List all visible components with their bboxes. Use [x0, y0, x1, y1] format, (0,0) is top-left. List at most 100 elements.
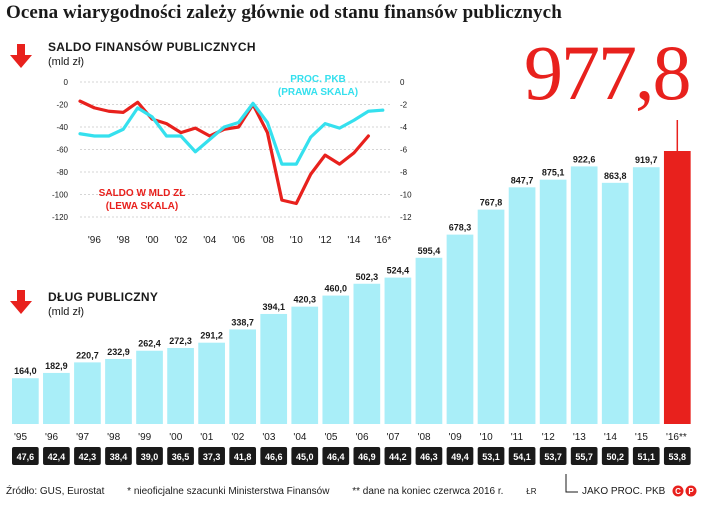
category-label: '97	[76, 432, 89, 443]
saldo-series-line	[78, 99, 370, 206]
pct-gdp-box	[570, 447, 598, 465]
bar	[74, 362, 101, 424]
pct-gdp-label: 42,4	[48, 452, 66, 462]
category-label: '96	[45, 432, 58, 443]
category-label: '09	[449, 432, 462, 443]
x-axis-tick: '10	[290, 235, 303, 246]
pct-line-label-sub: (PRAWA SKALA)	[278, 87, 358, 98]
x-axis-tick: '00	[146, 235, 159, 246]
bar	[353, 283, 381, 424]
pct-gdp-label: 51,1	[637, 452, 655, 462]
category-label: '95	[14, 432, 27, 443]
saldo-unit: (mld zł)	[48, 56, 85, 68]
pct-gdp-box	[353, 447, 381, 465]
pct-gdp-label: 39,0	[141, 452, 159, 462]
category-label: '05	[324, 432, 337, 443]
bar	[632, 167, 660, 424]
category-label: '02	[231, 432, 244, 443]
right-axis-tick: -10	[400, 191, 412, 200]
bar-value-label: 394,1	[262, 302, 285, 312]
svg-text:C: C	[675, 487, 681, 496]
pct-gdp-label: 55,7	[575, 452, 593, 462]
pct-gdp-box	[229, 447, 257, 465]
bar-value-label: 291,2	[200, 331, 223, 341]
down-arrow-icon	[10, 290, 32, 314]
pct-gdp-label: 37,3	[203, 452, 221, 462]
pct-gdp-box	[632, 447, 660, 465]
pct-gdp-label: 45,0	[296, 452, 314, 462]
category-label: '15	[635, 432, 648, 443]
x-axis-tick: '12	[319, 235, 332, 246]
pct-gdp-label: 38,4	[110, 452, 128, 462]
bar	[136, 350, 163, 424]
pct-gdp-label: 46,6	[265, 452, 283, 462]
category-label: '07	[387, 432, 400, 443]
left-axis-tick: -100	[52, 191, 69, 200]
bar	[446, 234, 474, 424]
x-axis-tick: '14	[347, 235, 360, 246]
bar	[167, 347, 194, 424]
bar	[43, 372, 70, 424]
pct-gdp-box	[477, 447, 505, 465]
category-label: '01	[200, 432, 213, 443]
bar	[539, 179, 567, 424]
category-label: '12	[542, 432, 555, 443]
category-label: '99	[138, 432, 151, 443]
bar-value-label: 875,1	[542, 168, 565, 178]
pct-line-label: PROC. PKB	[290, 74, 346, 85]
bar	[229, 329, 257, 424]
left-axis-tick: -80	[56, 168, 68, 177]
left-axis-tick: -120	[52, 213, 69, 222]
pct-gdp-label: 47,6	[17, 452, 35, 462]
pct-gdp-box	[136, 447, 163, 465]
left-axis-tick: -20	[56, 101, 68, 110]
pct-gdp-box	[446, 447, 474, 465]
bar	[570, 166, 598, 424]
pct-gdp-box	[508, 447, 536, 465]
bar-value-label: 678,3	[449, 223, 472, 233]
pct-note: JAKO PROC. PKB	[582, 486, 666, 497]
pct-gdp-box	[74, 447, 101, 465]
pct-gdp-label: 53,7	[544, 452, 562, 462]
footer: Źródło: GUS, Eurostat * nieoficjalne sza…	[6, 486, 556, 497]
down-arrow-icon	[10, 44, 32, 68]
pct-gdp-box	[12, 447, 39, 465]
bar-value-label: 919,7	[635, 155, 658, 165]
chart-title: Ocena wiarygodności zależy głównie od st…	[6, 2, 562, 23]
right-axis-tick: -2	[400, 101, 408, 110]
bar-value-label: 220,7	[76, 350, 99, 360]
category-label: '10	[480, 432, 493, 443]
right-axis-tick: -6	[400, 146, 408, 155]
publisher-logo: C P	[672, 485, 697, 497]
left-axis-tick: 0	[64, 78, 69, 87]
bar	[415, 257, 443, 424]
bar	[105, 358, 132, 424]
bar-value-label: 420,3	[293, 295, 316, 305]
pct-gdp-box	[198, 447, 225, 465]
x-axis-tick: '04	[203, 235, 216, 246]
x-axis-tick: '08	[261, 235, 274, 246]
saldo-line-label-sub: (LEWA SKALA)	[106, 201, 178, 212]
bar	[508, 187, 536, 424]
pct-gdp-box	[322, 447, 350, 465]
x-axis-tick: '96	[88, 235, 101, 246]
bar-value-label: 502,3	[356, 272, 379, 282]
pct-gdp-series-line	[78, 101, 385, 166]
pct-gdp-label: 54,1	[513, 452, 531, 462]
x-axis-tick: '16*	[374, 235, 391, 246]
category-label: '04	[293, 432, 306, 443]
debt-title: DŁUG PUBLICZNY	[48, 290, 159, 304]
right-axis-tick: 0	[400, 78, 405, 87]
pct-gdp-label: 53,8	[669, 452, 687, 462]
pct-gdp-box	[601, 447, 629, 465]
saldo-title: SALDO FINANSÓW PUBLICZNYCH	[48, 40, 256, 54]
bar	[384, 277, 412, 424]
source-note: Źródło: GUS, Eurostat	[6, 486, 105, 497]
pct-gdp-box	[384, 447, 412, 465]
right-axis-tick: -8	[400, 168, 408, 177]
pct-gdp-label: 46,3	[420, 452, 438, 462]
bar	[601, 182, 629, 424]
category-label: '03	[262, 432, 275, 443]
category-label: '08	[418, 432, 431, 443]
pct-gdp-box	[291, 447, 319, 465]
